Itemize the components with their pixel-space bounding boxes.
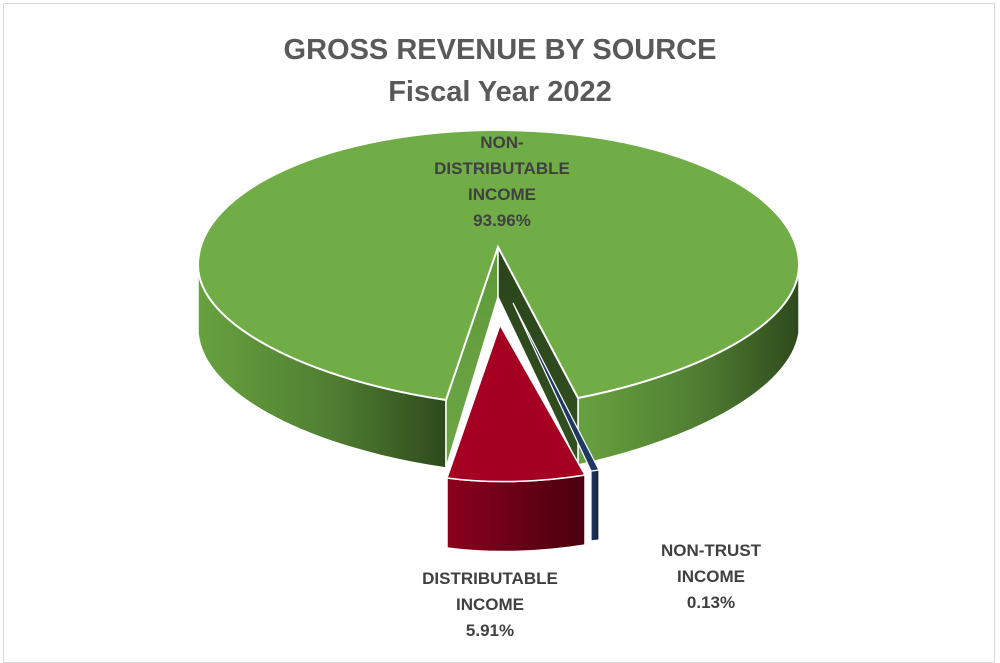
chart-subtitle: Fiscal Year 2022	[388, 76, 612, 108]
data-label-distributable: DISTRIBUTABLE INCOME 5.91%	[422, 569, 558, 640]
slice-distributable-top	[445, 323, 587, 483]
slice-distributable-side	[446, 474, 586, 553]
slice-non-trust-income[interactable]	[512, 302, 600, 542]
slice-distributable-income[interactable]	[445, 323, 587, 553]
slice-non-trust-top	[512, 302, 600, 472]
slice-non-distributable-income[interactable]	[196, 128, 801, 469]
slice-non-distributable-top	[196, 128, 801, 402]
data-label-non-trust: NON-TRUST INCOME 0.13%	[660, 541, 762, 612]
chart-title: GROSS REVENUE BY SOURCE	[283, 34, 717, 66]
slice-non-trust-side	[590, 469, 600, 542]
data-label-non-distributable: NON- DISTRIBUTABLE INCOME 93.96%	[434, 133, 570, 230]
